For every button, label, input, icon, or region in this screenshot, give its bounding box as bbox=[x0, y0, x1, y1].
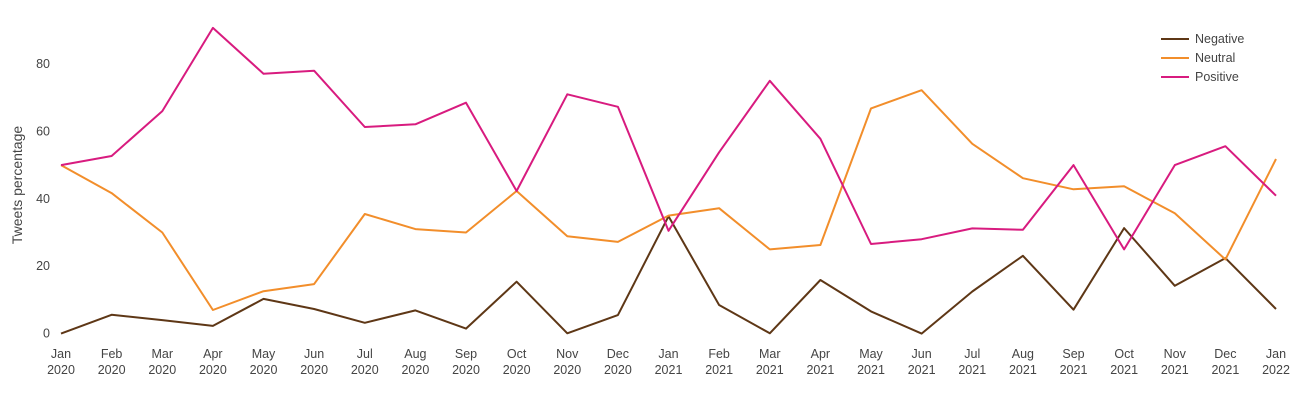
x-tick-label: Mar 2020 bbox=[148, 347, 176, 377]
series-line-positive[interactable] bbox=[60, 26, 1277, 251]
x-axis-ticks: Jan 2020 Feb 2020 Mar 2020 Apr 2020 May 2020 Jun 20… bbox=[47, 347, 1290, 377]
x-tick-label: Oct 2021 bbox=[1110, 347, 1138, 377]
legend[interactable]: Negative Neutral Positive bbox=[1161, 32, 1244, 84]
legend-label: Neutral bbox=[1195, 51, 1235, 65]
y-axis-ticks: 0 20 40 60 80 bbox=[36, 57, 50, 341]
x-tick-label: Aug 2021 bbox=[1009, 347, 1037, 377]
y-tick-label: 60 bbox=[36, 124, 50, 138]
series-lines bbox=[60, 26, 1277, 335]
x-tick-label: Oct 2020 bbox=[503, 347, 531, 377]
y-tick-label: 0 bbox=[43, 327, 50, 341]
y-tick-label: 80 bbox=[36, 57, 50, 71]
legend-label: Negative bbox=[1195, 32, 1244, 46]
x-tick-label: Jul 2020 bbox=[351, 347, 379, 377]
series-line-neutral[interactable] bbox=[60, 89, 1277, 311]
legend-item-positive[interactable]: Positive bbox=[1161, 70, 1239, 84]
x-tick-label: Mar 2021 bbox=[756, 347, 784, 377]
x-tick-label: May 2021 bbox=[857, 347, 885, 377]
y-tick-label: 20 bbox=[36, 259, 50, 273]
series-line-negative[interactable] bbox=[60, 215, 1277, 335]
x-tick-label: Feb 2020 bbox=[98, 347, 126, 377]
x-tick-label: Jan 2020 bbox=[47, 347, 75, 377]
x-tick-label: Jul 2021 bbox=[958, 347, 986, 377]
legend-item-neutral[interactable]: Neutral bbox=[1161, 51, 1235, 65]
x-tick-label: Dec 2020 bbox=[604, 347, 632, 377]
x-tick-label: Apr 2020 bbox=[199, 347, 227, 377]
x-tick-label: Jan 2022 bbox=[1262, 347, 1290, 377]
x-tick-label: Nov 2020 bbox=[553, 347, 581, 377]
x-tick-label: Feb 2021 bbox=[705, 347, 733, 377]
x-tick-label: Jun 2021 bbox=[908, 347, 936, 377]
y-axis-title: Tweets percentage bbox=[9, 126, 25, 245]
x-tick-label: Sep 2020 bbox=[452, 347, 480, 377]
x-tick-label: Aug 2020 bbox=[401, 347, 429, 377]
legend-item-negative[interactable]: Negative bbox=[1161, 32, 1244, 46]
x-tick-label: Nov 2021 bbox=[1161, 347, 1189, 377]
x-tick-label: May 2020 bbox=[250, 347, 278, 377]
legend-label: Positive bbox=[1195, 70, 1239, 84]
x-tick-label: Jan 2021 bbox=[655, 347, 683, 377]
x-tick-label: Dec 2021 bbox=[1211, 347, 1239, 377]
x-tick-label: Sep 2021 bbox=[1060, 347, 1088, 377]
x-tick-label: Apr 2021 bbox=[806, 347, 834, 377]
x-tick-label: Jun 2020 bbox=[300, 347, 328, 377]
y-tick-label: 40 bbox=[36, 192, 50, 206]
